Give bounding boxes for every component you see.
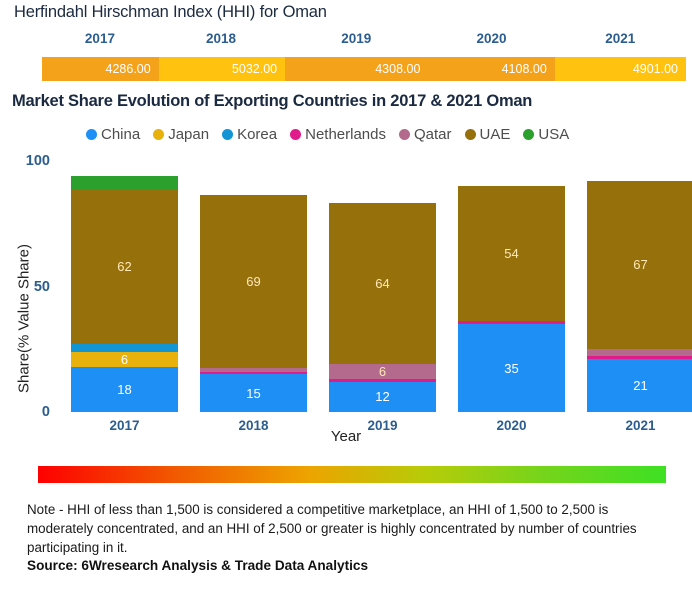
- bar-segment-qatar[interactable]: [200, 367, 307, 373]
- bar-segment-qatar[interactable]: [587, 348, 692, 357]
- bar-segment-qatar[interactable]: 6: [329, 363, 436, 379]
- x-axis-tick-label: 2019: [367, 418, 398, 433]
- hhi-title: Herfindahl Hirschman Index (HHI) for Oma…: [14, 3, 327, 21]
- bar-segment-value: 62: [117, 258, 132, 274]
- legend-swatch-icon: [290, 129, 302, 140]
- legend-swatch-icon: [523, 129, 535, 140]
- hhi-year-label: 2020: [476, 31, 507, 46]
- stacked-bar[interactable]: 18 6 62: [71, 176, 178, 412]
- legend-item-uae[interactable]: UAE: [464, 126, 511, 143]
- bar-segment-japan[interactable]: 6: [71, 351, 178, 367]
- legend-item-qatar[interactable]: Qatar: [399, 126, 452, 143]
- bar-segment-value: 6: [378, 363, 387, 379]
- legend-item-netherlands[interactable]: Netherlands: [290, 126, 386, 143]
- bar-segment-value: 64: [375, 275, 390, 291]
- x-axis-tick-label: 2018: [238, 418, 269, 433]
- source-text: Source: 6Wresearch Analysis & Trade Data…: [27, 558, 368, 573]
- hhi-segment-value: 4901.00: [632, 62, 679, 76]
- x-axis-tick-label: 2017: [109, 418, 140, 433]
- hhi-segment: 4286.00: [42, 57, 159, 81]
- legend-label: Korea: [237, 126, 278, 143]
- hhi-segment: 5032.00: [158, 57, 286, 81]
- bar-segment-china[interactable]: 18: [71, 366, 178, 412]
- legend-label: Netherlands: [305, 126, 386, 143]
- bar-segment-uae[interactable]: 64: [329, 203, 436, 364]
- legend-item-japan[interactable]: Japan: [153, 126, 209, 143]
- y-axis-tick-label: 0: [41, 404, 50, 420]
- bar-segment-netherlands[interactable]: [200, 372, 307, 375]
- bar-segment-value: 67: [633, 257, 648, 273]
- legend-swatch-icon: [399, 129, 410, 140]
- bar-segment-china[interactable]: 15: [200, 374, 307, 412]
- legend-swatch-icon: [464, 129, 476, 140]
- note-text: Note - HHI of less than 1,500 is conside…: [27, 502, 637, 556]
- bar-segment-value: 6: [120, 351, 129, 367]
- legend-swatch-icon: [153, 129, 165, 140]
- bar-segment-value: 15: [246, 385, 261, 401]
- bar-segment-uae[interactable]: 62: [71, 188, 178, 345]
- bar-segment-uae[interactable]: 69: [200, 194, 307, 368]
- hhi-year-label: 2018: [205, 31, 237, 46]
- legend-item-korea[interactable]: Korea: [222, 126, 277, 143]
- bar-segment-china[interactable]: 21: [587, 359, 692, 412]
- chart-legend: China Japan Korea Netherlands Qatar UAE USA: [86, 126, 569, 143]
- bar-segment-value: 35: [504, 360, 519, 376]
- bar-segment-value: 69: [246, 273, 261, 289]
- bar-segment-value: 18: [117, 381, 132, 397]
- bar-segment-uae[interactable]: 67: [587, 180, 692, 349]
- x-axis-tick-label: 2021: [625, 418, 656, 433]
- legend-item-usa[interactable]: USA: [523, 126, 569, 143]
- y-axis-title: Share(% Value Share): [15, 244, 33, 393]
- plot-area: Share(% Value Share) 0 50 100 18 6 62 15 69 12 6…: [0, 150, 692, 450]
- legend-swatch-icon: [86, 129, 97, 140]
- hhi-segment: 4901.00: [554, 57, 686, 81]
- x-axis-tick-label: 2020: [496, 418, 527, 433]
- bar-segment-netherlands[interactable]: [458, 321, 565, 325]
- hhi-segment-value: 4308.00: [375, 62, 421, 76]
- hhi-value-bar: 4286.00 5032.00 4308.00 4108.00 4901.00: [42, 57, 686, 81]
- bar-segment-value: 21: [633, 378, 648, 394]
- hhi-year-header-row: 2017 2018 2019 2020 2021: [42, 31, 686, 51]
- hhi-gradient-scale: [38, 466, 666, 483]
- stacked-bar[interactable]: 15 69: [200, 194, 307, 412]
- stacked-bar[interactable]: 12 6 64: [329, 203, 436, 412]
- hhi-segment: 4108.00: [428, 57, 555, 81]
- legend-item-china[interactable]: China: [86, 126, 140, 143]
- hhi-segment-value: 4108.00: [501, 62, 547, 76]
- bar-segment-china[interactable]: 35: [458, 324, 565, 412]
- stacked-bar[interactable]: 21 67: [587, 180, 692, 412]
- x-axis-title: Year: [330, 428, 362, 445]
- hhi-segment: 4308.00: [285, 57, 429, 81]
- hhi-year-label: 2021: [605, 31, 636, 46]
- legend-label: USA: [538, 126, 570, 143]
- bar-segment-netherlands[interactable]: [587, 356, 692, 360]
- legend-label: Qatar: [414, 126, 452, 143]
- bar-segment-netherlands[interactable]: [329, 378, 436, 382]
- chart-title: Market Share Evolution of Exporting Coun…: [12, 92, 533, 110]
- hhi-year-label: 2019: [341, 31, 372, 46]
- bar-segment-value: 54: [504, 245, 519, 261]
- hhi-year-label: 2017: [84, 31, 115, 46]
- legend-label: Japan: [168, 126, 210, 143]
- hhi-segment-value: 5032.00: [231, 62, 278, 76]
- legend-label: China: [101, 126, 141, 143]
- y-axis-tick-label: 100: [25, 153, 50, 169]
- hhi-segment-value: 4286.00: [105, 62, 151, 76]
- legend-swatch-icon: [222, 129, 234, 140]
- bar-segment-korea[interactable]: [71, 344, 178, 352]
- bar-segment-uae[interactable]: 54: [458, 185, 565, 322]
- bar-segment-value: 12: [375, 389, 390, 405]
- legend-label: UAE: [479, 126, 511, 143]
- y-axis-tick-label: 50: [33, 278, 50, 295]
- bar-segment-usa[interactable]: [71, 176, 178, 189]
- stacked-bar[interactable]: 35 54: [458, 185, 565, 412]
- bar-segment-china[interactable]: 12: [329, 381, 436, 412]
